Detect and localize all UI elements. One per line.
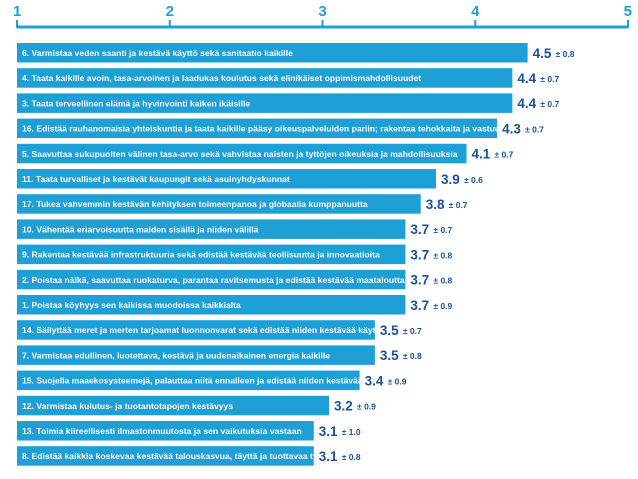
- bar-sd-label: ± 0.7: [540, 99, 559, 109]
- bar-label: 15. Suojella maaekosysteemejä, palauttaa…: [22, 376, 402, 386]
- bar-label: 16. Edistää rauhanomaisia yhteiskuntia j…: [22, 124, 526, 134]
- bar: [17, 43, 528, 63]
- bar: [17, 118, 498, 139]
- bar-value-label: 3.9: [441, 172, 460, 187]
- bar: [17, 93, 513, 113]
- bar-sd-label: ± 0.8: [342, 452, 361, 462]
- bar: [17, 244, 406, 265]
- bar-value-label: 3.7: [410, 247, 429, 262]
- bar-value-label: 3.5: [380, 323, 399, 338]
- bar-value-label: 3.5: [380, 348, 399, 363]
- bar-value-label: 4.5: [533, 46, 552, 61]
- bar: [17, 421, 314, 441]
- x-tick-label: 1: [13, 3, 21, 20]
- bar-label: 10. Vähentää eriarvoisuutta maiden sisäl…: [22, 224, 259, 234]
- bar-value-label: 3.7: [410, 273, 429, 288]
- bar: [17, 446, 314, 466]
- bar-label: 17. Tukea vahvemmin kestävän kehityksen …: [22, 199, 368, 209]
- bar-label: 7. Varmistaa edullinen, luotettava, kest…: [22, 350, 330, 360]
- bar-sd-label: ± 0.8: [556, 49, 575, 59]
- bar-value-label: 4.3: [502, 121, 521, 136]
- bar-sd-label: ± 0.7: [495, 150, 514, 160]
- bar: [17, 68, 513, 88]
- bar: [17, 269, 406, 290]
- bar-label: 1. Poistaa köyhyys sen kaikissa muodoiss…: [22, 300, 241, 310]
- bar-label: 5. Saavuttaa sukupuolten välinen tasa-ar…: [22, 149, 458, 159]
- x-tick-label: 5: [624, 3, 632, 20]
- bar-sd-label: ± 0.7: [540, 74, 559, 84]
- bar-sd-label: ± 0.8: [433, 276, 452, 286]
- bar-sd-label: ± 1.0: [342, 427, 361, 437]
- bar-value-label: 3.8: [426, 197, 445, 212]
- bar-label: 8. Edistää kaikkia koskevaa kestävää tal…: [22, 451, 384, 461]
- x-tick-label: 4: [471, 3, 480, 20]
- x-tick-label: 3: [318, 3, 326, 20]
- bar-label: 6. Varmistaa veden saanti ja kestävä käy…: [22, 48, 293, 58]
- bar: [17, 320, 375, 340]
- bar-label: 11. Taata turvalliset ja kestävät kaupun…: [22, 174, 290, 184]
- bar: [17, 219, 406, 239]
- bar-value-label: 3.4: [365, 373, 384, 388]
- bar-value-label: 3.7: [410, 222, 429, 237]
- bar-value-label: 3.1: [319, 424, 338, 439]
- bar: [17, 169, 436, 189]
- bar-label: 12. Varmistaa kulutus- ja tuotantotapoje…: [22, 401, 233, 411]
- bar-sd-label: ± 0.8: [433, 250, 452, 260]
- bar-sd-label: ± 0.7: [433, 225, 452, 235]
- bar-value-label: 3.1: [319, 449, 338, 464]
- bar-sd-label: ± 0.9: [388, 376, 407, 386]
- bar-value-label: 4.1: [472, 147, 491, 162]
- bar-value-label: 3.7: [410, 298, 429, 313]
- bar-sd-label: ± 0.6: [464, 175, 483, 185]
- bar-sd-label: ± 0.7: [449, 200, 468, 210]
- bar: [17, 295, 406, 315]
- bar-value-label: 3.2: [334, 399, 353, 414]
- bar-sd-label: ± 0.7: [525, 124, 544, 134]
- bar-label: 14. Säilyttää meret ja merten tarjoamat …: [22, 325, 389, 335]
- bar: [17, 395, 330, 416]
- bar: [17, 370, 360, 391]
- bar-value-label: 4.4: [517, 96, 536, 111]
- bar: [17, 194, 421, 214]
- bar-sd-label: ± 0.9: [357, 402, 376, 412]
- bar-sd-label: ± 0.8: [403, 351, 422, 361]
- bar-label: 3. Taata terveellinen elämä ja hyvinvoin…: [22, 98, 250, 108]
- bar: [17, 143, 467, 164]
- x-tick-label: 2: [166, 3, 174, 20]
- bar-label: 13. Toimia kiireellisesti ilmastonmuutos…: [22, 426, 302, 436]
- bar-label: 9. Rakentaa kestävää infrastruktuuria se…: [22, 250, 380, 260]
- bar-value-label: 4.4: [517, 71, 536, 86]
- bar-sd-label: ± 0.9: [433, 301, 452, 311]
- bar-sd-label: ± 0.7: [403, 326, 422, 336]
- bar: [17, 345, 375, 365]
- bar-label: 4. Taata kaikille avoin, tasa-arvoinen j…: [22, 73, 421, 83]
- bar-label: 2. Poistaa nälkä, saavuttaa ruokaturva, …: [22, 275, 405, 285]
